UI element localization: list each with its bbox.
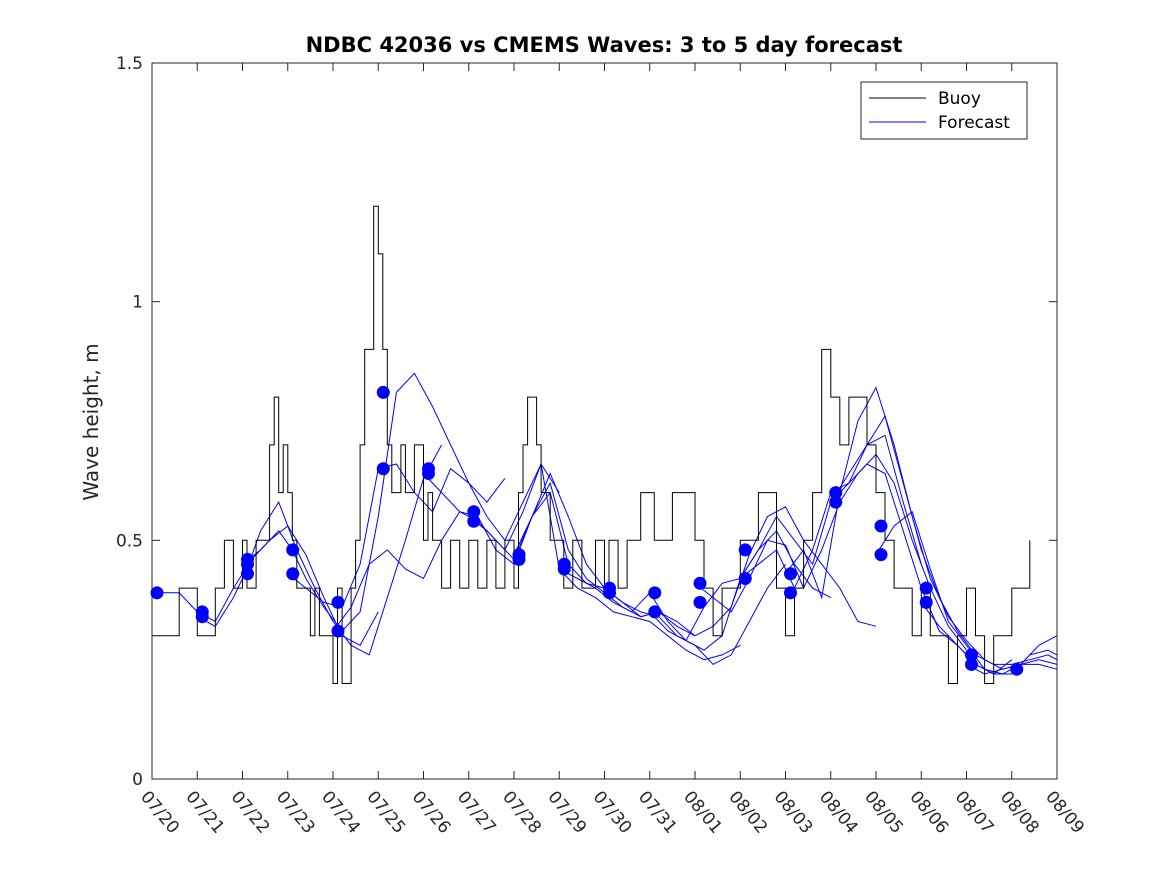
y-tick-label: 0.5 bbox=[116, 531, 143, 551]
forecast-point bbox=[648, 586, 662, 600]
forecast-point bbox=[376, 462, 390, 476]
forecast-point bbox=[376, 385, 390, 399]
forecast-point bbox=[693, 595, 707, 609]
y-tick-label: 0 bbox=[132, 770, 143, 790]
y-tick-label: 1.5 bbox=[116, 54, 143, 74]
x-tick-label: 08/03 bbox=[770, 787, 817, 837]
plot-area-border bbox=[151, 62, 1058, 780]
forecast-point bbox=[512, 552, 526, 566]
x-tick-label: 07/20 bbox=[136, 787, 183, 837]
forecast-point bbox=[965, 657, 978, 671]
forecast-point bbox=[422, 467, 435, 481]
x-tick-label: 08/08 bbox=[996, 787, 1043, 837]
forecast-point bbox=[467, 514, 481, 528]
x-tick-label: 07/29 bbox=[543, 787, 590, 837]
x-tick-label: 07/21 bbox=[181, 787, 228, 837]
x-tick-label: 07/24 bbox=[317, 787, 364, 837]
forecast-point bbox=[874, 519, 888, 533]
forecast-point bbox=[874, 548, 888, 562]
forecast-series-line bbox=[694, 453, 967, 651]
forecast-point bbox=[241, 567, 254, 581]
forecast-point bbox=[784, 567, 797, 581]
legend: Buoy Forecast bbox=[860, 81, 1028, 140]
x-tick-label: 08/01 bbox=[679, 787, 726, 837]
forecast-series-line bbox=[739, 463, 1013, 675]
forecast-point bbox=[557, 562, 571, 576]
legend-forecast-label: Forecast bbox=[938, 113, 1010, 133]
forecast-point bbox=[195, 610, 209, 624]
legend-buoy-label: Buoy bbox=[938, 89, 981, 109]
x-tick-label: 07/26 bbox=[408, 787, 455, 837]
forecast-series-line bbox=[830, 414, 1058, 665]
legend-box bbox=[860, 81, 1028, 140]
x-tick-label: 07/27 bbox=[453, 787, 500, 837]
forecast-point bbox=[919, 595, 933, 609]
buoy-series-line bbox=[152, 205, 1031, 684]
x-tick-label: 08/09 bbox=[1041, 787, 1088, 837]
forecast-point bbox=[331, 624, 345, 638]
x-tick-label: 08/05 bbox=[860, 787, 907, 837]
plot-frame bbox=[151, 62, 1058, 780]
forecast-point bbox=[738, 543, 752, 557]
x-tick-label: 07/28 bbox=[498, 787, 545, 837]
x-tick-label: 08/04 bbox=[815, 787, 862, 837]
x-tick-label: 08/02 bbox=[724, 787, 771, 837]
forecast-point bbox=[829, 495, 843, 509]
y-tick-label: 1 bbox=[132, 293, 143, 313]
forecast-point bbox=[738, 572, 752, 586]
forecast-point bbox=[693, 576, 707, 590]
chart-title: NDBC 42036 vs CMEMS Waves: 3 to 5 day fo… bbox=[306, 33, 903, 57]
x-tick-label: 07/31 bbox=[634, 787, 681, 837]
forecast-series-line bbox=[242, 372, 506, 632]
forecast-point bbox=[286, 567, 300, 581]
x-tick-label: 07/25 bbox=[362, 787, 409, 837]
x-tick-label: 07/22 bbox=[227, 787, 274, 837]
x-tick-label: 07/23 bbox=[272, 787, 319, 837]
forecast-point bbox=[829, 486, 843, 500]
forecast-series-line bbox=[152, 525, 379, 646]
forecast-point bbox=[603, 586, 616, 600]
forecast-markers bbox=[150, 385, 1024, 676]
x-tick-label: 08/06 bbox=[905, 787, 952, 837]
forecast-point bbox=[965, 648, 978, 662]
forecast-series-line bbox=[649, 434, 922, 642]
x-tick-label: 08/07 bbox=[951, 787, 998, 837]
forecast-point bbox=[1010, 662, 1024, 676]
forecast-series-line bbox=[468, 462, 741, 661]
forecast-point bbox=[648, 605, 662, 619]
forecast-point bbox=[331, 595, 345, 609]
y-axis-ticks: 0 0.5 1 1.5 bbox=[116, 54, 1057, 790]
x-tick-label: 07/30 bbox=[589, 787, 636, 837]
forecast-point bbox=[919, 581, 933, 595]
forecast-point bbox=[241, 557, 254, 571]
forecast-point bbox=[784, 586, 797, 600]
buoy-line bbox=[152, 205, 1031, 684]
y-axis-label: Wave height, m bbox=[79, 343, 103, 500]
forecast-point bbox=[150, 586, 164, 600]
forecast-point bbox=[286, 543, 300, 557]
forecast-point bbox=[467, 505, 481, 519]
